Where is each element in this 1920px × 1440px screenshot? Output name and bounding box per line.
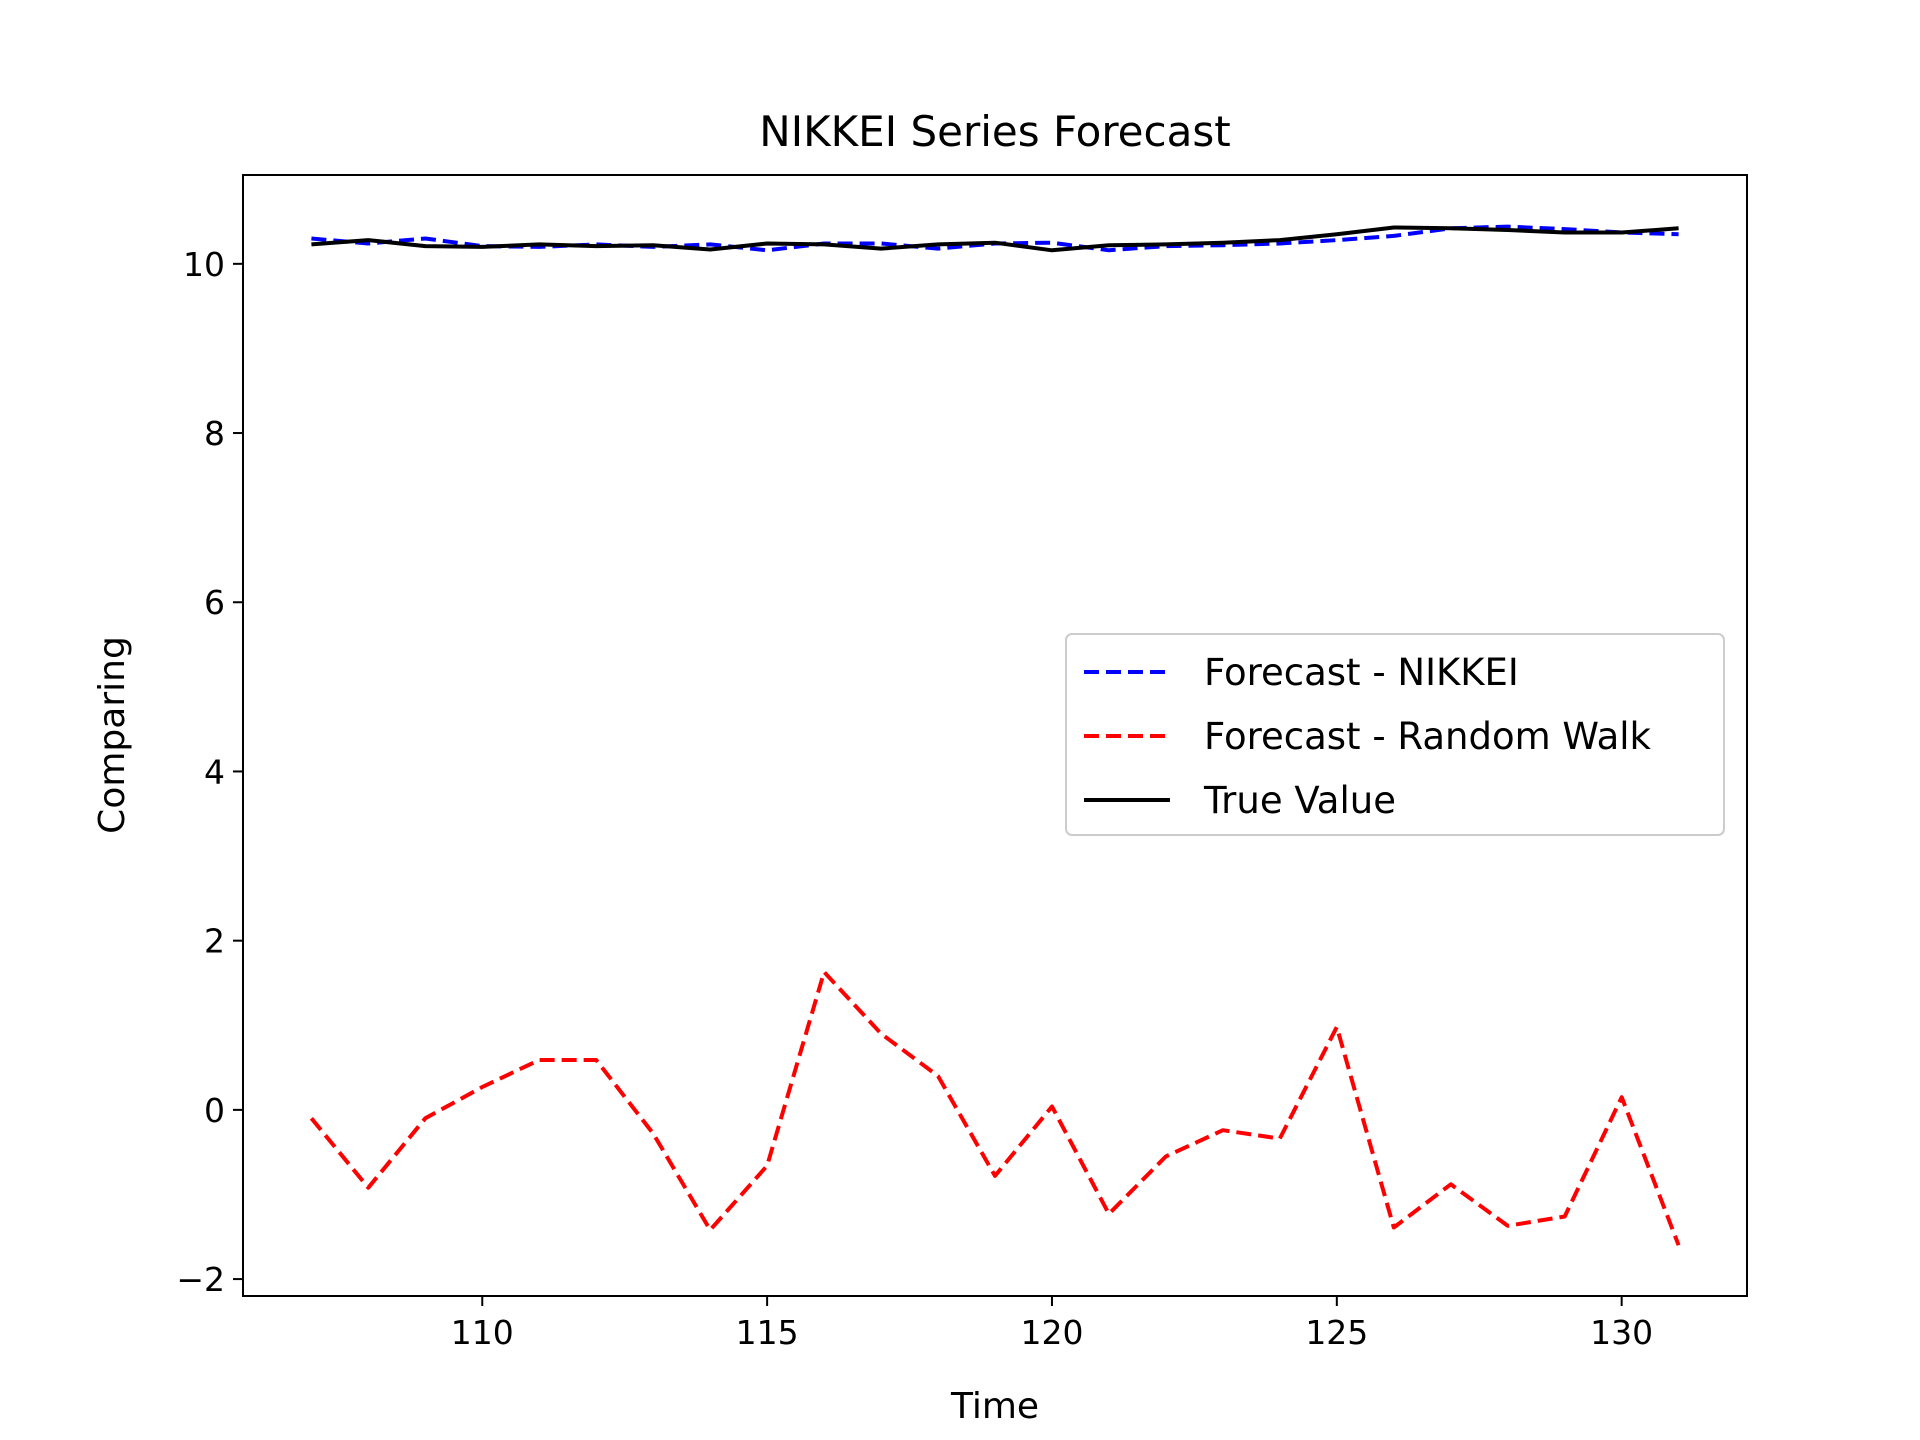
legend-box	[1065, 633, 1725, 836]
chart-title: NIKKEI Series Forecast	[759, 107, 1230, 156]
y-axis-label: Comparing	[92, 636, 133, 834]
y-axis: −2 0 2 4 6 8 10	[176, 245, 243, 1299]
y-tick-label: 2	[204, 922, 225, 961]
x-tick-label: 125	[1305, 1313, 1368, 1352]
y-tick-label: 8	[204, 414, 225, 453]
y-tick-label: 10	[183, 245, 225, 284]
legend-label-1: Forecast - NIKKEI	[1204, 651, 1519, 694]
series-layer	[309, 224, 1681, 1246]
y-tick-label: 0	[204, 1091, 225, 1130]
legend-label-3: True Value	[1203, 779, 1396, 822]
x-axis: 110 115 120 125 130	[451, 1296, 1653, 1352]
x-tick-label: 130	[1590, 1313, 1653, 1352]
series-line-2	[309, 970, 1681, 1246]
y-tick-label: −2	[176, 1260, 225, 1299]
legend: Forecast - NIKKEI Forecast - Random Walk T…	[1065, 633, 1725, 836]
series-line-3	[311, 225, 1679, 253]
x-tick-label: 110	[451, 1313, 514, 1352]
plot-frame	[242, 174, 1748, 1297]
x-axis-label: Time	[950, 1386, 1039, 1427]
y-tick-label: 6	[204, 583, 225, 622]
x-tick-label: 120	[1020, 1313, 1083, 1352]
x-tick-label: 115	[736, 1313, 799, 1352]
legend-label-2: Forecast - Random Walk	[1204, 715, 1652, 758]
y-tick-label: 4	[204, 752, 225, 791]
